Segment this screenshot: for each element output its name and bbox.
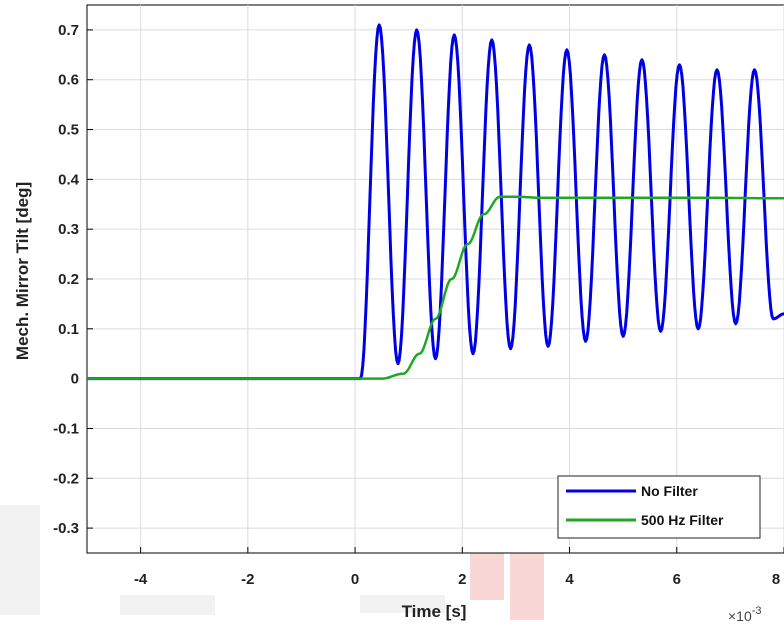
y-tick-label: 0.5: [58, 122, 79, 139]
y-tick-label: -0.3: [53, 520, 79, 537]
x-tick-label: -2: [241, 571, 254, 588]
series-no-filter-line: [87, 23, 784, 381]
x-exponent-label: ×10-3: [728, 605, 762, 624]
x-tick-label: 0: [351, 571, 359, 588]
y-tick-label: 0.2: [58, 271, 79, 288]
legend-box: [557, 475, 761, 539]
x-tick-label: -4: [134, 571, 148, 588]
y-tick-label: 0.7: [58, 22, 79, 39]
y-tick-label: -0.2: [53, 470, 79, 487]
x-tick-label: 2: [458, 571, 466, 588]
y-tick-label: 0.6: [58, 72, 79, 89]
y-ticks: -0.3 -0.2 -0.1 0 0.1 0.2 0.3 0.4 0.5 0.6 0.7: [53, 22, 93, 537]
legend: No Filter 500 Hz Filter: [557, 475, 761, 539]
y-tick-label: -0.1: [53, 420, 79, 437]
series-group: [87, 23, 784, 381]
y-tick-label: 0: [71, 371, 79, 388]
legend-label-no-filter: No Filter: [641, 483, 698, 499]
x-tick-label: 6: [673, 571, 681, 588]
series-500hz-filter-line: [87, 195, 784, 380]
y-tick-label: 0.1: [58, 321, 79, 338]
legend-label-500hz-filter: 500 Hz Filter: [641, 512, 724, 528]
x-tick-label: 4: [565, 571, 574, 588]
y-axis-label: Mech. Mirror Tilt [deg]: [13, 182, 32, 360]
x-tick-label: 8: [772, 571, 780, 588]
y-tick-label: 0.3: [58, 221, 79, 238]
y-tick-label: 0.4: [58, 171, 80, 188]
x-ticks: -4 -2 0 2 4 6 8: [134, 547, 784, 588]
x-axis-label: Time [s]: [402, 602, 467, 621]
